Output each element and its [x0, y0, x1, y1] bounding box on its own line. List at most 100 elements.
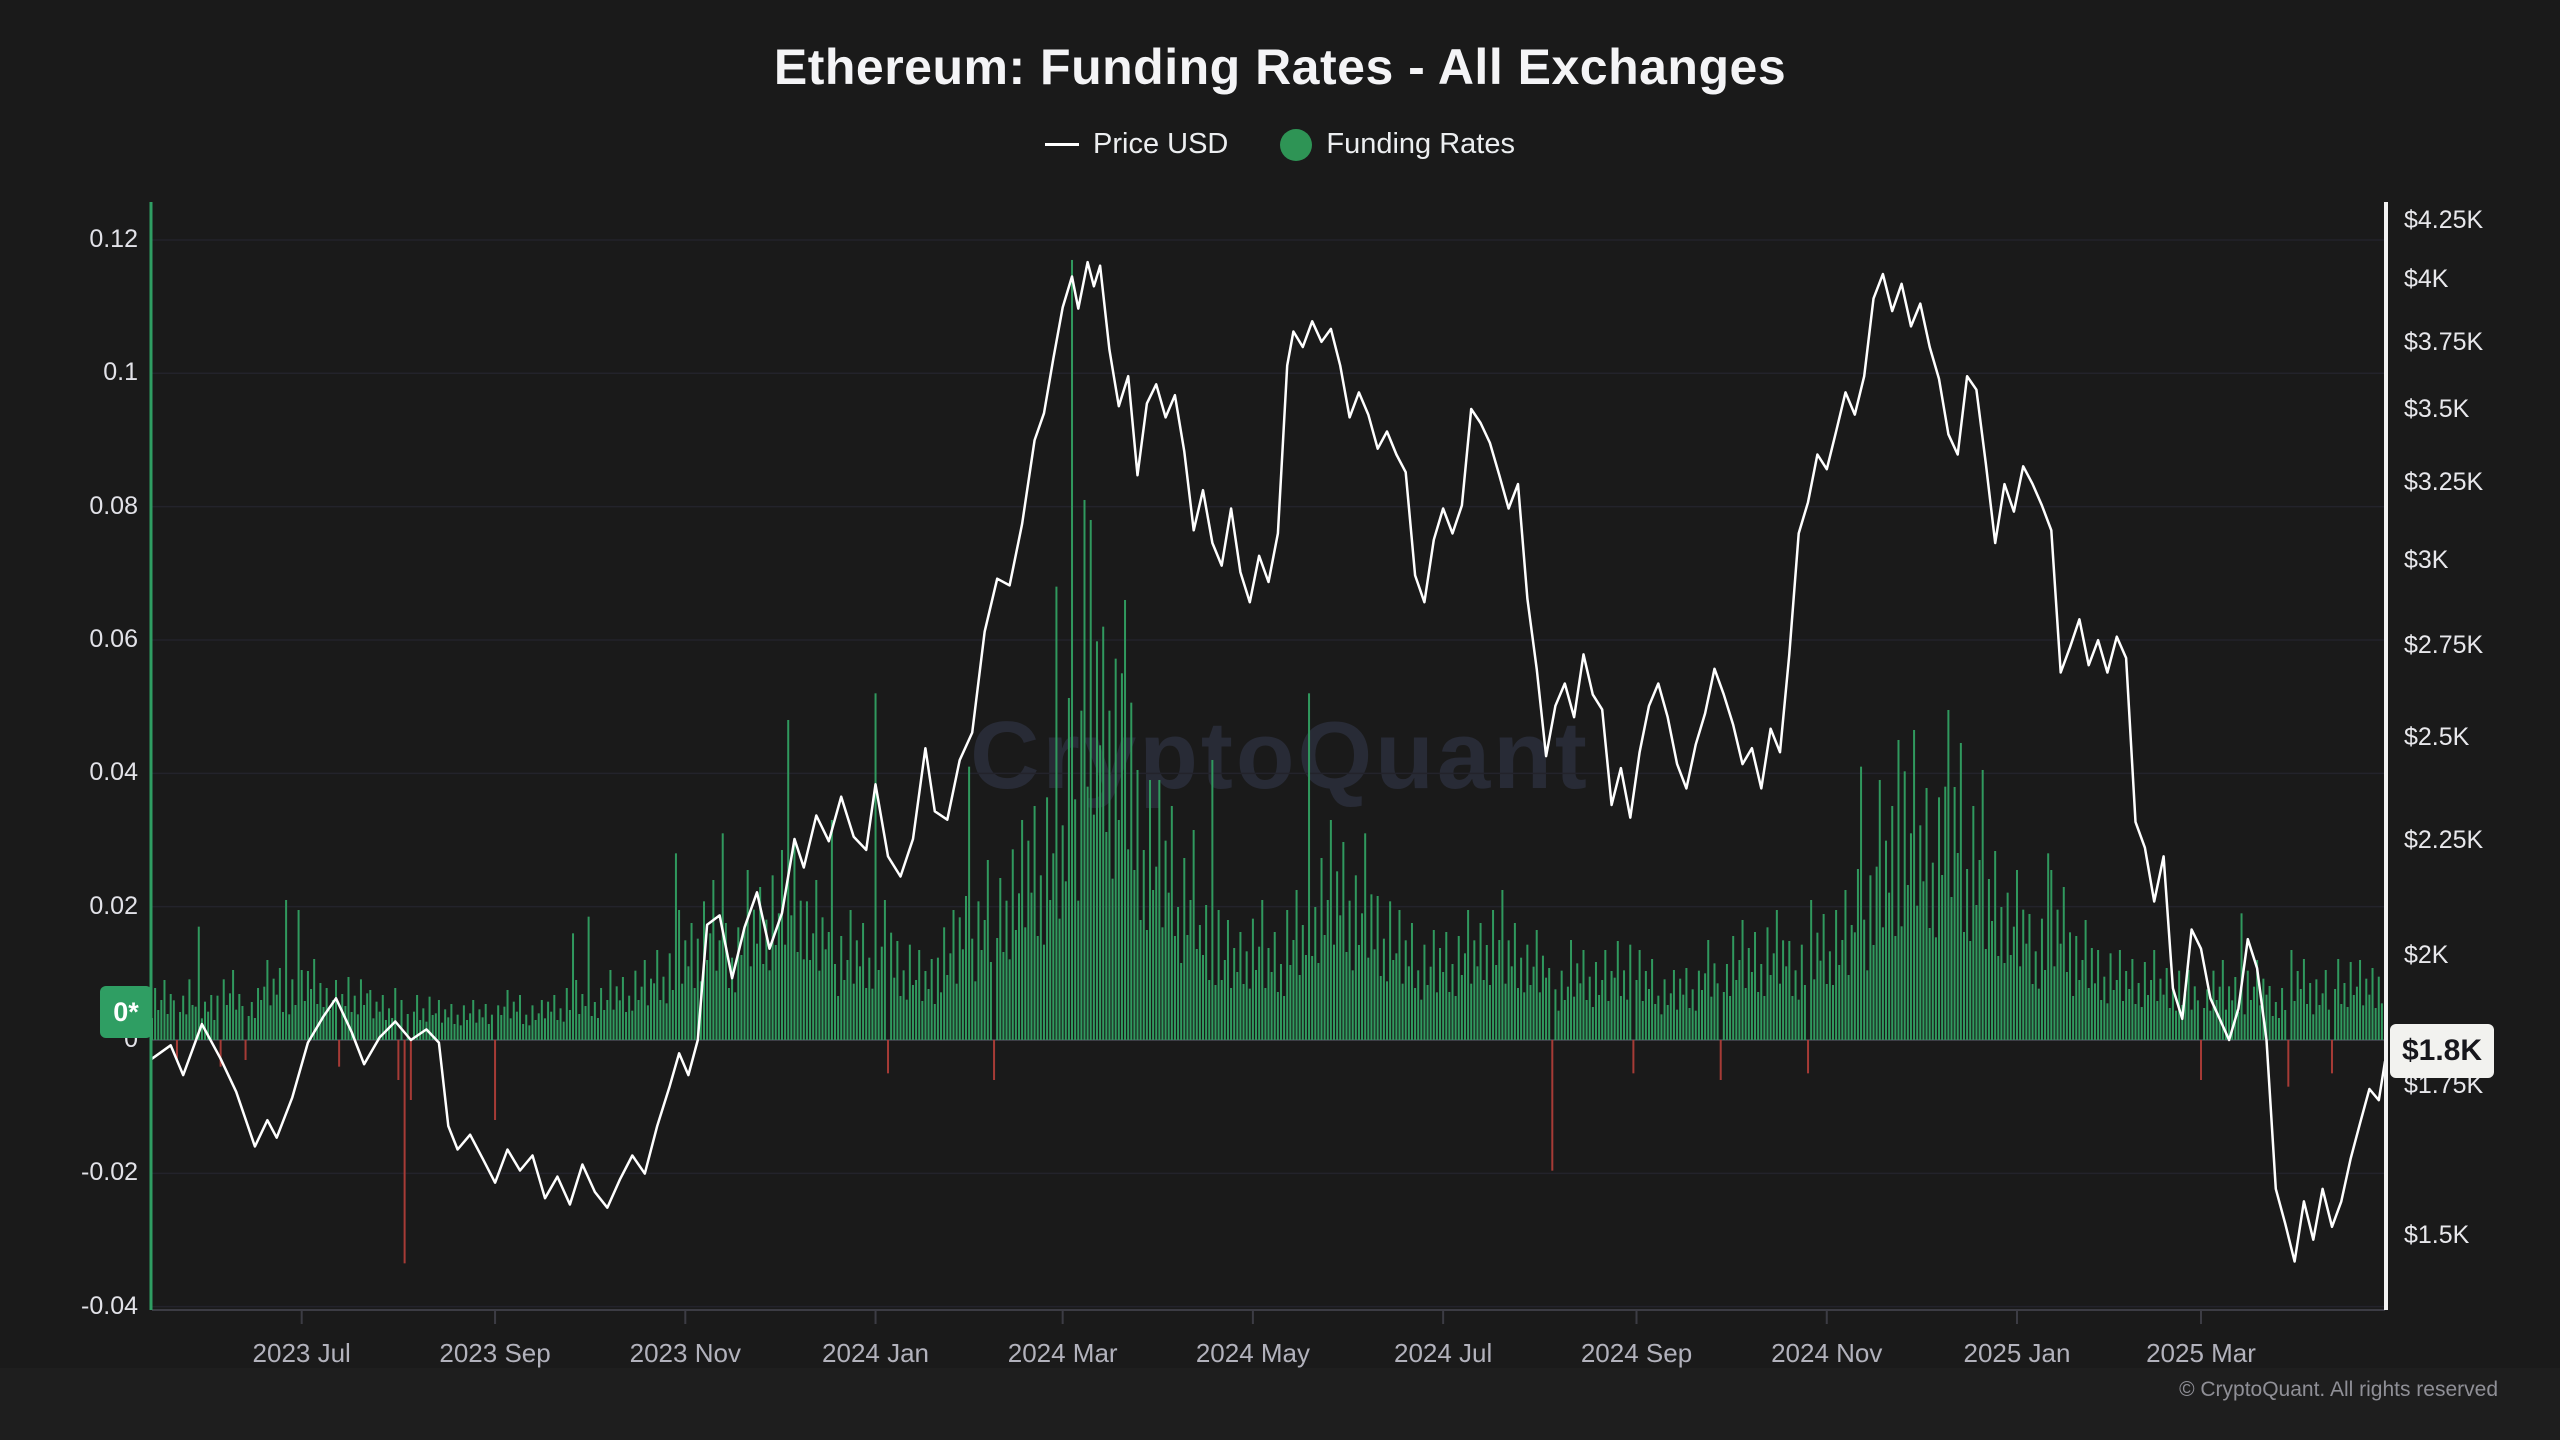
- funding-bar: [1255, 969, 1258, 1040]
- funding-bar: [1941, 874, 1944, 1040]
- funding-bar: [500, 1014, 503, 1040]
- funding-bar: [1813, 979, 1816, 1040]
- funding-bar: [1707, 939, 1710, 1040]
- funding-bar: [291, 979, 294, 1040]
- funding-bar: [2050, 869, 2053, 1040]
- funding-bar: [1844, 889, 1847, 1040]
- funding-bar: [1142, 849, 1145, 1040]
- funding-bar: [2100, 999, 2103, 1040]
- funding-bar: [1647, 988, 1650, 1040]
- funding-bar: [328, 1009, 331, 1040]
- funding-bar: [1931, 862, 1934, 1040]
- funding-bar: [2259, 1005, 2262, 1040]
- funding-bar: [1975, 904, 1978, 1040]
- funding-bar: [868, 957, 871, 1040]
- funding-bar: [1432, 929, 1435, 1040]
- funding-bar: [2059, 943, 2062, 1040]
- funding-bar: [1170, 805, 1173, 1040]
- funding-bar: [612, 1009, 615, 1040]
- funding-bar: [2065, 971, 2068, 1040]
- funding-bar: [331, 999, 334, 1040]
- funding-bar: [2190, 1009, 2193, 1040]
- funding-bar: [1429, 966, 1432, 1040]
- funding-bar: [2237, 1011, 2240, 1040]
- funding-bar: [1984, 948, 1987, 1040]
- funding-bar: [1376, 895, 1379, 1040]
- funding-bar: [200, 1018, 203, 1040]
- funding-bar: [989, 961, 992, 1040]
- funding-bar: [1916, 905, 1919, 1040]
- funding-bar: [2296, 970, 2299, 1040]
- funding-bar: [1401, 983, 1404, 1040]
- funding-bar: [1847, 974, 1850, 1040]
- legend-item-price-usd[interactable]: Price USD: [1045, 128, 1228, 161]
- funding-bar: [1922, 881, 1925, 1040]
- funding-bar: [643, 959, 646, 1040]
- funding-bar: [1479, 922, 1482, 1040]
- funding-bar: [378, 1011, 381, 1040]
- funding-bar: [905, 999, 908, 1040]
- funding-bar: [512, 1001, 515, 1040]
- funding-bar: [1386, 981, 1389, 1040]
- funding-bar: [1332, 944, 1335, 1040]
- funding-bar: [1679, 978, 1682, 1040]
- funding-bar: [1242, 983, 1245, 1040]
- funding-bar: [2224, 1009, 2227, 1040]
- funding-bar: [2218, 986, 2221, 1040]
- funding-bar: [559, 1008, 562, 1040]
- funding-bar: [961, 949, 964, 1040]
- funding-bar: [2330, 1040, 2333, 1074]
- funding-bar: [1551, 1040, 1554, 1171]
- funding-bar: [618, 1000, 621, 1040]
- funding-bar: [1860, 766, 1863, 1040]
- funding-bar: [1778, 983, 1781, 1040]
- funding-bar: [968, 766, 971, 1040]
- price-current-badge: $1.8K: [2390, 1024, 2494, 1078]
- funding-bar: [540, 999, 543, 1040]
- funding-bar: [877, 969, 880, 1040]
- funding-bar: [1261, 899, 1264, 1040]
- funding-bar: [372, 1018, 375, 1040]
- funding-bar: [228, 993, 231, 1040]
- funding-bar: [1962, 931, 1965, 1040]
- funding-bar: [1111, 878, 1114, 1040]
- funding-bar: [1236, 971, 1239, 1040]
- funding-bar: [1392, 959, 1395, 1040]
- funding-bar: [1177, 906, 1180, 1040]
- funding-bar: [1198, 924, 1201, 1040]
- funding-bar: [453, 1023, 456, 1040]
- funding-bar: [1445, 931, 1448, 1040]
- funding-bar: [478, 1009, 481, 1040]
- funding-bar: [1757, 991, 1760, 1040]
- funding-bar: [1295, 889, 1298, 1040]
- funding-bar: [930, 958, 933, 1040]
- funding-bar: [1676, 1009, 1679, 1040]
- funding-bar: [603, 1009, 606, 1040]
- funding-bar: [519, 994, 522, 1040]
- funding-bar: [1716, 983, 1719, 1040]
- funding-bar: [543, 1018, 546, 1040]
- funding-bar: [216, 995, 219, 1040]
- legend-item-funding-rates[interactable]: Funding Rates: [1280, 128, 1515, 161]
- funding-bar: [434, 1013, 437, 1040]
- funding-bar: [1760, 963, 1763, 1040]
- funding-bar: [665, 1003, 668, 1040]
- funding-bar: [587, 916, 590, 1040]
- x-axis-tick-label: 2024 Nov: [1771, 1338, 1883, 1368]
- funding-bar: [1476, 966, 1479, 1040]
- funding-bar: [2081, 959, 2084, 1040]
- funding-bar: [746, 869, 749, 1040]
- funding-bar: [204, 1001, 207, 1040]
- funding-bar: [2206, 989, 2209, 1040]
- x-axis-tick-label: 2023 Jul: [252, 1338, 351, 1368]
- funding-bar: [188, 979, 191, 1040]
- funding-bar: [1563, 999, 1566, 1040]
- funding-bar: [1470, 983, 1473, 1040]
- funding-bar: [1264, 987, 1267, 1040]
- funding-bar: [431, 1014, 434, 1040]
- funding-bar: [459, 1025, 462, 1040]
- funding-bar: [575, 979, 578, 1040]
- funding-bar: [2056, 909, 2059, 1040]
